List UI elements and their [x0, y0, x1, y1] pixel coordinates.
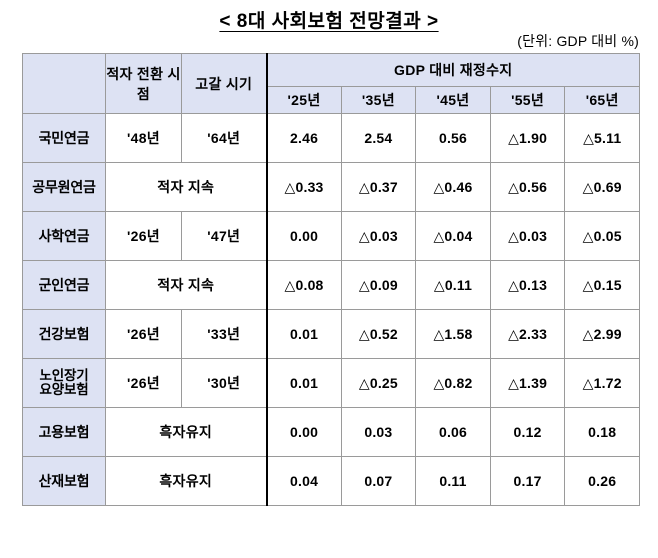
- cell-value-2065: △5.11: [564, 113, 640, 163]
- header-year-2035: '35년: [340, 86, 417, 114]
- cell-deficit-turn-health-insurance: '26년: [105, 309, 182, 359]
- row-label-line2: 요양보험: [39, 382, 89, 397]
- cell-value-2025: 0.01: [265, 358, 342, 408]
- header-corner-cell: [22, 53, 106, 114]
- table-row: 건강보험 '26년 '33년 0.01 △0.52 △1.58 △2.33 △2…: [22, 309, 640, 359]
- row-label-long-term-care-insurance: 노인장기 요양보험: [22, 358, 106, 408]
- cell-status-military-pension: 적자 지속: [105, 260, 267, 310]
- cell-status-employment-insurance: 흑자유지: [105, 407, 267, 457]
- table-container: 적자 전환 시점 고갈 시기 GDP 대비 재정수지 '25년 '35년 '45…: [22, 53, 640, 506]
- cell-value-2025: 0.04: [265, 456, 342, 506]
- cell-value-2025: △0.08: [265, 260, 342, 310]
- row-label-employment-insurance: 고용보험: [22, 407, 106, 457]
- row-label-health-insurance: 건강보험: [22, 309, 106, 359]
- cell-value-2035: △0.37: [340, 162, 417, 212]
- cell-value-2035: △0.52: [340, 309, 417, 359]
- header-row-years: '25년 '35년 '45년 '55년 '65년: [23, 86, 640, 114]
- row-label-government-employee-pension: 공무원연금: [22, 162, 106, 212]
- table-row: 산재보험 흑자유지 0.04 0.07 0.11 0.17 0.26: [22, 456, 640, 506]
- cell-value-2025: 2.46: [265, 113, 342, 163]
- cell-value-2055: △1.39: [489, 358, 566, 408]
- table-row: 고용보험 흑자유지 0.00 0.03 0.06 0.12 0.18: [22, 407, 640, 457]
- cell-value-2065: 0.18: [564, 407, 640, 457]
- row-label-military-pension: 군인연금: [22, 260, 106, 310]
- cell-value-2065: △1.72: [564, 358, 640, 408]
- cell-value-2045: △0.46: [415, 162, 491, 212]
- cell-value-2045: △1.58: [415, 309, 491, 359]
- cell-value-2055: △1.90: [489, 113, 566, 163]
- cell-value-2065: 0.26: [564, 456, 640, 506]
- cell-status-government-employee-pension: 적자 지속: [105, 162, 267, 212]
- cell-value-2025: 0.01: [265, 309, 342, 359]
- cell-value-2045: 0.56: [415, 113, 491, 163]
- table-body: 국민연금 '48년 '64년 2.46 2.54 0.56 △1.90 △5.1…: [22, 113, 640, 506]
- table-row: 군인연금 적자 지속 △0.08 △0.09 △0.11 △0.13 △0.15: [22, 260, 640, 310]
- table-row: 공무원연금 적자 지속 △0.33 △0.37 △0.46 △0.56 △0.6…: [22, 162, 640, 212]
- row-label-private-school-pension: 사학연금: [22, 211, 106, 261]
- page-title: < 8대 사회보험 전망결과 >: [219, 11, 439, 32]
- cell-value-2055: 0.12: [489, 407, 566, 457]
- header-depletion-time: 고갈 시기: [181, 53, 267, 114]
- cell-deficit-turn-long-term-care-insurance: '26년: [105, 358, 182, 408]
- cell-value-2045: △0.82: [415, 358, 491, 408]
- cell-value-2065: △0.05: [564, 211, 640, 261]
- cell-value-2065: △0.69: [564, 162, 640, 212]
- cell-value-2045: △0.11: [415, 260, 491, 310]
- cell-value-2065: △0.15: [564, 260, 640, 310]
- header-row-top: 적자 전환 시점 고갈 시기 GDP 대비 재정수지: [22, 53, 640, 114]
- header-year-2055: '55년: [489, 86, 566, 114]
- cell-value-2055: △0.13: [489, 260, 566, 310]
- cell-depletion-private-school-pension: '47년: [181, 211, 267, 261]
- table-row: 노인장기 요양보험 '26년 '30년 0.01 △0.25 △0.82 △1.…: [22, 358, 640, 408]
- cell-value-2055: 0.17: [489, 456, 566, 506]
- cell-deficit-turn-private-school-pension: '26년: [105, 211, 182, 261]
- cell-value-2035: 0.07: [340, 456, 417, 506]
- title-container: < 8대 사회보험 전망결과 >: [0, 6, 658, 33]
- cell-value-2035: △0.25: [340, 358, 417, 408]
- unit-note: (단위: GDP 대비 %): [517, 33, 639, 49]
- cell-status-industrial-accident-insurance: 흑자유지: [105, 456, 267, 506]
- header-deficit-turn: 적자 전환 시점: [105, 53, 182, 114]
- cell-value-2055: △0.56: [489, 162, 566, 212]
- cell-value-2035: 0.03: [340, 407, 417, 457]
- cell-value-2035: △0.03: [340, 211, 417, 261]
- cell-value-2035: 2.54: [340, 113, 417, 163]
- header-year-2025: '25년: [265, 86, 342, 114]
- cell-value-2045: △0.04: [415, 211, 491, 261]
- cell-value-2045: 0.11: [415, 456, 491, 506]
- cell-deficit-turn-national-pension: '48년: [105, 113, 182, 163]
- cell-depletion-health-insurance: '33년: [181, 309, 267, 359]
- header-group-fiscal-balance: GDP 대비 재정수지: [265, 53, 640, 87]
- table-head: 적자 전환 시점 고갈 시기 GDP 대비 재정수지 '25년 '35년 '45…: [22, 53, 640, 114]
- cell-value-2065: △2.99: [564, 309, 640, 359]
- cell-depletion-national-pension: '64년: [181, 113, 267, 163]
- row-label-line1: 노인장기: [39, 367, 89, 383]
- table-row: 국민연금 '48년 '64년 2.46 2.54 0.56 △1.90 △5.1…: [22, 113, 640, 163]
- cell-value-2025: 0.00: [265, 211, 342, 261]
- cell-depletion-long-term-care-insurance: '30년: [181, 358, 267, 408]
- table-row: 사학연금 '26년 '47년 0.00 △0.03 △0.04 △0.03 △0…: [22, 211, 640, 261]
- cell-value-2025: △0.33: [265, 162, 342, 212]
- header-year-2045: '45년: [415, 86, 491, 114]
- cell-value-2055: △2.33: [489, 309, 566, 359]
- cell-value-2035: △0.09: [340, 260, 417, 310]
- cell-value-2045: 0.06: [415, 407, 491, 457]
- row-label-national-pension: 국민연금: [22, 113, 106, 163]
- cell-value-2055: △0.03: [489, 211, 566, 261]
- row-label-industrial-accident-insurance: 산재보험: [22, 456, 106, 506]
- social-insurance-projection-table: 적자 전환 시점 고갈 시기 GDP 대비 재정수지 '25년 '35년 '45…: [22, 53, 640, 506]
- cell-value-2025: 0.00: [265, 407, 342, 457]
- header-year-2065: '65년: [564, 86, 640, 114]
